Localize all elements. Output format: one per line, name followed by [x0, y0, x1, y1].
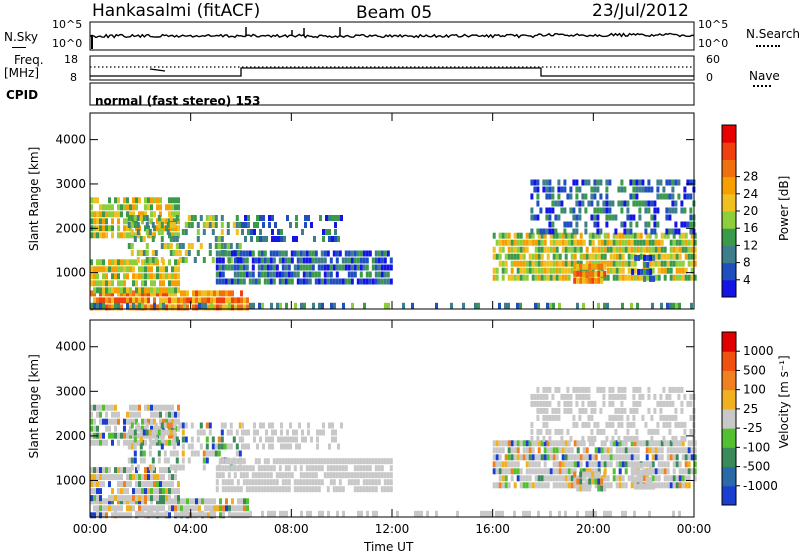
freq-unit: [MHz] [4, 66, 40, 80]
power-ytick-label: 3000 [55, 177, 86, 191]
power-colorbar-segment [722, 279, 736, 298]
power-colorbar-label: 24 [743, 187, 758, 201]
power-colorbar-segment [722, 245, 736, 264]
nsky-tick-bottom: 10^0 [52, 37, 83, 50]
cpid-text: normal (fast stereo) 153 [95, 94, 261, 108]
power-scatter-cells [90, 179, 697, 311]
velocity-colorbar-segment [722, 466, 736, 487]
freq-label: Freq. [14, 53, 44, 67]
velocity-colorbar-label: -1000 [743, 479, 778, 493]
power-colorbar-title: Power [dB] [777, 176, 791, 241]
velocity-colorbar-frame [721, 331, 737, 506]
velocity-colorbar-segment [722, 428, 736, 448]
power-ytick-label: 2000 [55, 221, 86, 235]
power-colorbar-label: 16 [743, 221, 758, 235]
velocity-colorbar-label: -25 [743, 421, 763, 435]
power-colorbar-segment [722, 211, 736, 229]
velocity-colorbar-label: 500 [743, 363, 766, 377]
velocity-colorbar-label: -500 [743, 460, 770, 474]
power-colorbar-label: 20 [743, 204, 758, 218]
velocity-colorbar-segment [722, 485, 736, 506]
power-colorbar-label: 8 [743, 256, 751, 270]
freq-trace [90, 67, 694, 77]
xtick-label: 00:00 [677, 522, 712, 536]
velocity-colorbar-segment [722, 447, 736, 468]
velocity-colorbar-segment [722, 351, 736, 371]
velocity-ylabel: Slant Range [km] [27, 354, 41, 458]
power-colorbar-segment [722, 193, 736, 212]
velocity-ytick-label: 3000 [55, 384, 86, 398]
xtick-label: 16:00 [475, 522, 510, 536]
power-ytick-label: 1000 [55, 266, 86, 280]
power-ytick-label: 4000 [55, 133, 86, 147]
velocity-colorbar-segment [722, 370, 736, 391]
power-colorbar-segment [722, 228, 736, 246]
nsky-tick-top: 10^5 [52, 18, 83, 31]
power-colorbar-segment [722, 176, 736, 195]
date-label: 23/Jul/2012 [592, 1, 689, 21]
beam-label: Beam 05 [356, 3, 433, 23]
nsearch-label: N.Search [746, 27, 800, 41]
xtick-label: 00:00 [73, 522, 108, 536]
velocity-colorbar-title: Velocity [m s⁻¹] [777, 355, 791, 448]
xtick-label: 04:00 [173, 522, 208, 536]
xtick-label: 20:00 [576, 522, 611, 536]
nave-legend-dots [753, 85, 771, 87]
nsky-legend-line [12, 47, 26, 48]
freq-tick-bottom: 8 [70, 71, 77, 84]
nsky-trace [89, 32, 695, 39]
nsearch-tick-top: 10^5 [698, 18, 729, 31]
velocity-ytick-label: 2000 [55, 429, 86, 443]
freq-panel-frame [89, 55, 695, 81]
cpid-panel-frame [89, 82, 695, 106]
nsky-label: N.Sky [4, 30, 39, 44]
velocity-colorbar-label: 25 [743, 402, 758, 416]
power-colorbar-segment [722, 142, 736, 160]
velocity-scatter-cells [90, 386, 697, 519]
velocity-colorbar-segment [722, 408, 736, 429]
velocity-colorbar-segment [722, 389, 736, 410]
freq-tick-top: 18 [64, 53, 78, 66]
velocity-colorbar-label: -100 [743, 440, 770, 454]
nave-tick-bottom: 0 [706, 71, 713, 84]
power-colorbar-label: 4 [743, 273, 751, 287]
station-title: Hankasalmi (fitACF) [92, 1, 261, 21]
x-axis-title: Time UT [364, 540, 414, 554]
power-ylabel: Slant Range [km] [27, 147, 41, 251]
power-colorbar-segment [722, 125, 736, 143]
velocity-colorbar-segment [722, 332, 736, 352]
xtick-label: 08:00 [274, 522, 309, 536]
cpid-label: CPID [6, 88, 39, 102]
nave-label: Nave [749, 69, 780, 83]
velocity-ytick-label: 1000 [55, 473, 86, 487]
freq-blip [149, 68, 166, 72]
xtick-label: 12:00 [375, 522, 410, 536]
velocity-colorbar-label: 100 [743, 383, 766, 397]
power-colorbar-label: 12 [743, 238, 758, 252]
power-colorbar-segment [722, 159, 736, 178]
velocity-ytick-label: 4000 [55, 340, 86, 354]
nsearch-tick-bottom: 10^0 [698, 37, 729, 50]
power-colorbar-segment [722, 262, 736, 281]
nsearch-legend-dots [756, 45, 780, 47]
power-colorbar-label: 28 [743, 170, 758, 184]
velocity-colorbar-label: 1000 [743, 344, 774, 358]
nave-tick-top: 60 [706, 53, 720, 66]
